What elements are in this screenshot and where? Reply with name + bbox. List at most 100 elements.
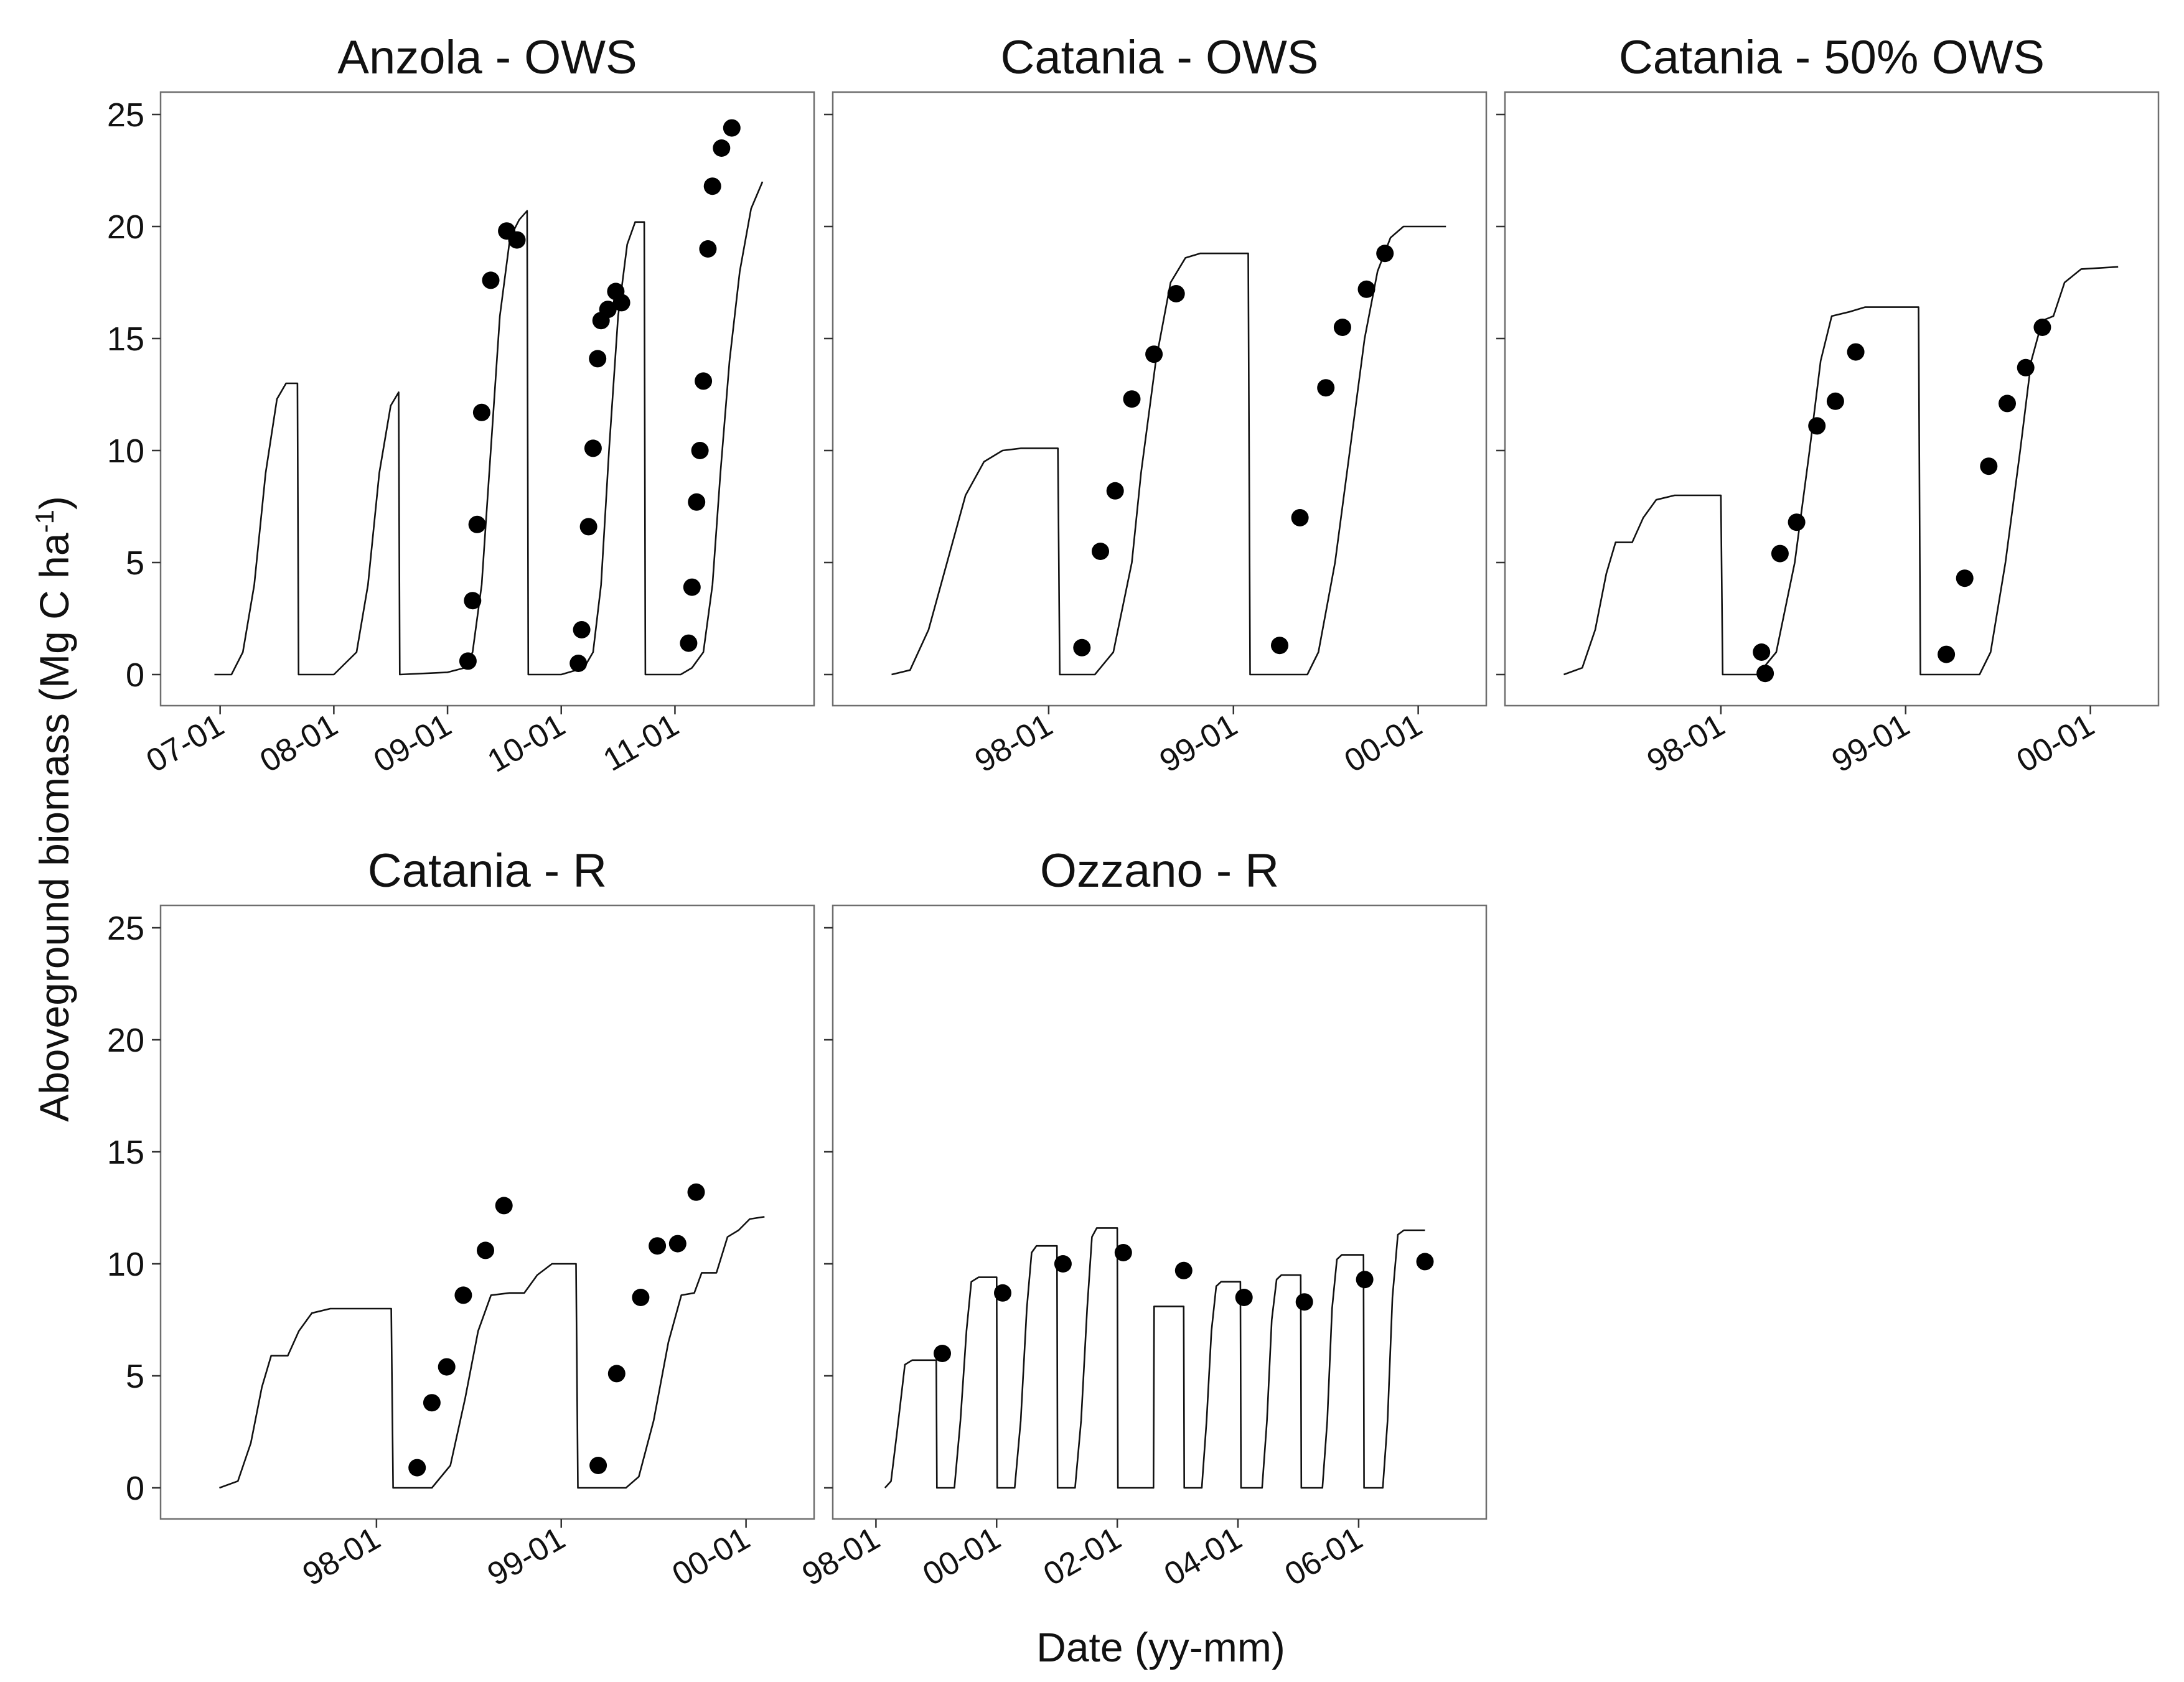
observed-point	[584, 439, 602, 457]
x-tick-label: 99-01	[1826, 707, 1916, 780]
observed-point	[607, 1365, 626, 1383]
y-tick-label: 15	[107, 320, 144, 358]
x-tick-label: 10-01	[482, 707, 571, 780]
x-tick-label: 99-01	[482, 1520, 571, 1593]
panel-3: Catania - 50% OWS 98-01 99-01 00-01	[1496, 31, 2160, 780]
x-tick-label: 06-01	[1279, 1520, 1369, 1593]
x-tick-label: 11-01	[598, 707, 685, 778]
x-tick-label: 98-01	[969, 707, 1059, 780]
panel-1: Anzola - OWS 0 5 10 15 20 25 07-01 08-01 09-01 10-…	[107, 31, 815, 780]
observed-point	[2017, 358, 2035, 376]
panel-2: Catania - OWS 98-01 99-01 00-01	[824, 31, 1488, 780]
observed-point	[482, 271, 500, 289]
observed-point	[1956, 569, 1974, 587]
x-tick-label: 98-01	[796, 1520, 886, 1593]
y-tick-label: 20	[107, 1022, 144, 1059]
observed-point	[632, 1289, 650, 1306]
observed-point	[1174, 1261, 1193, 1279]
x-tick-label: 98-01	[297, 1520, 387, 1593]
panel-frame	[159, 91, 815, 707]
observed-point	[1808, 417, 1826, 435]
observed-point	[1271, 637, 1288, 655]
x-tick-label: 99-01	[1154, 707, 1244, 780]
x-tick-label: 07-01	[140, 707, 230, 780]
observed-point	[1938, 645, 1956, 663]
panel-title: Anzola - OWS	[337, 31, 637, 84]
observed-point	[1756, 665, 1774, 683]
observed-point	[495, 1197, 513, 1215]
panel-5: Ozzano - R 98-01 00-01 02-01 04-01 06-01	[796, 844, 1488, 1593]
observed-point	[438, 1358, 456, 1376]
observed-point	[1376, 245, 1394, 263]
y-tick-label: 15	[107, 1134, 144, 1171]
y-tick-label: 20	[107, 208, 144, 246]
observed-point	[695, 372, 713, 390]
observed-point	[1416, 1253, 1434, 1271]
observed-point	[589, 350, 607, 368]
observed-point	[994, 1284, 1011, 1302]
observed-point	[573, 621, 591, 638]
observed-point	[1317, 379, 1335, 397]
x-axis-title: Date (yy-mm)	[1036, 1624, 1285, 1670]
x-tick-label: 04-01	[1158, 1520, 1248, 1593]
observed-point	[579, 518, 598, 536]
y-tick-label: 0	[126, 656, 144, 694]
observed-point	[1145, 345, 1163, 363]
x-tick-label: 02-01	[1038, 1520, 1127, 1593]
panels-group: Anzola - OWS 0 5 10 15 20 25 07-01 08-01 09-01 10-…	[107, 31, 2160, 1593]
observed-point	[1999, 395, 2016, 413]
x-tick-label: 00-01	[2010, 707, 2100, 780]
x-tick-label: 00-01	[917, 1520, 1006, 1593]
y-tick-label: 5	[126, 544, 144, 582]
y-tick-label: 10	[107, 1246, 144, 1283]
observed-point	[1753, 643, 1771, 661]
observed-point	[599, 301, 617, 319]
observed-point	[649, 1237, 667, 1255]
x-tick-label: 00-01	[1338, 707, 1428, 780]
panel-title: Ozzano - R	[1040, 844, 1279, 897]
observed-point	[423, 1394, 441, 1412]
observed-point	[1054, 1255, 1072, 1273]
observed-point	[472, 403, 490, 421]
x-tick-label: 08-01	[254, 707, 344, 780]
x-tick-label: 00-01	[666, 1520, 756, 1593]
observed-point	[1114, 1244, 1132, 1261]
observed-point	[1073, 638, 1091, 656]
observed-point	[668, 1235, 687, 1253]
panel-title: Catania - R	[368, 844, 607, 897]
y-tick-label: 0	[126, 1470, 144, 1507]
observed-point	[1788, 513, 1806, 531]
observed-point	[2033, 319, 2051, 336]
y-axis-title: Aboveground biomass (Mg C ha-1)	[30, 496, 77, 1122]
y-tick-label: 25	[107, 910, 144, 947]
simulated-series-line	[884, 1227, 1425, 1489]
panel-4: Catania - R 0 5 10 15 20 25 98-01 99-01 00-01	[107, 844, 815, 1593]
observed-point	[1333, 319, 1351, 336]
observed-point	[459, 652, 477, 670]
simulated-series-line	[219, 1216, 765, 1489]
observed-point	[1826, 392, 1844, 410]
panel-title: Catania - OWS	[1000, 31, 1318, 84]
observed-point	[688, 493, 706, 511]
observed-point	[1295, 1293, 1313, 1311]
y-tick-label: 25	[107, 96, 144, 134]
observed-point	[703, 177, 721, 195]
y-axis-title-suffix: )	[31, 496, 77, 510]
observed-point	[1356, 1271, 1374, 1289]
observed-point	[680, 634, 698, 652]
observed-point	[468, 515, 486, 533]
observed-point	[454, 1286, 472, 1304]
observed-point	[477, 1241, 494, 1259]
y-tick-label: 10	[107, 432, 144, 470]
panel-frame	[832, 904, 1488, 1520]
panel-frame	[159, 904, 815, 1520]
observed-point	[934, 1345, 951, 1362]
y-axis-title-superscript: -1	[30, 510, 59, 533]
observed-point	[1847, 343, 1865, 361]
observed-point	[1123, 390, 1141, 408]
x-tick-label: 98-01	[1641, 707, 1731, 780]
x-tick-label: 09-01	[368, 707, 457, 780]
panel-frame	[832, 91, 1488, 707]
observed-point	[508, 231, 526, 249]
